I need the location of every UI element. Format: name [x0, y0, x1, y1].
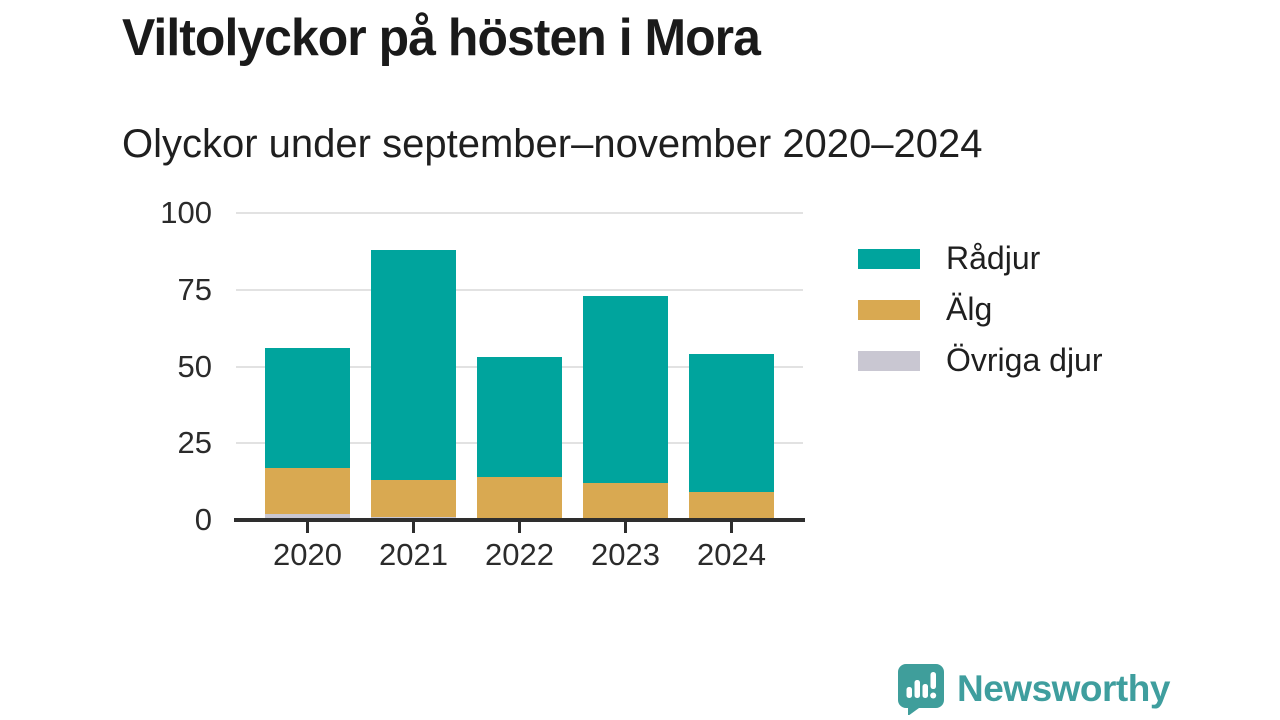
bar-segment-rådjur-2024 — [689, 354, 774, 493]
y-gridline — [236, 212, 803, 214]
x-axis-tick-label: 2022 — [485, 537, 554, 572]
y-gridline — [236, 288, 803, 291]
chart-title: Viltolyckor på hösten i Mora — [122, 9, 761, 67]
x-axis-tick — [518, 522, 521, 533]
y-axis-tick-label: 75 — [177, 271, 212, 307]
bar-segment-älg-2022 — [477, 477, 562, 520]
legend-item-alg: Älg — [858, 284, 1103, 335]
newsworthy-logo-icon — [898, 664, 944, 715]
bar-segment-övriga-djur-2020 — [265, 513, 350, 520]
bar-segment-älg-2021 — [371, 480, 456, 517]
legend-swatch-alg — [858, 299, 920, 320]
legend-label-alg: Älg — [946, 291, 993, 327]
bar-segment-älg-2024 — [689, 492, 774, 520]
x-axis-tick-label: 2023 — [591, 537, 660, 572]
chart-subtitle: Olyckor under september–november 2020–20… — [122, 122, 983, 166]
legend-swatch-radjur — [858, 248, 920, 269]
x-axis-tick — [730, 522, 733, 533]
bar-segment-rådjur-2021 — [371, 249, 456, 481]
x-axis-line — [234, 518, 805, 522]
bar-segment-älg-2020 — [265, 467, 350, 514]
legend-item-radjur: Rådjur — [858, 233, 1103, 284]
x-axis-tick — [624, 522, 627, 533]
y-axis-tick-label: 50 — [177, 348, 212, 384]
legend-item-ovriga-djur: Övriga djur — [858, 335, 1103, 386]
y-axis-tick-label: 25 — [177, 425, 212, 461]
x-axis-tick — [306, 522, 309, 533]
x-axis-tick-label: 2021 — [379, 537, 448, 572]
x-axis-tick-label: 2024 — [697, 537, 766, 572]
bar-segment-älg-2023 — [583, 483, 668, 520]
legend-label-ovriga-djur: Övriga djur — [946, 342, 1103, 378]
legend-swatch-ovriga-djur — [858, 350, 920, 371]
newsworthy-logo: Newsworthy — [897, 663, 1170, 715]
bar-segment-rådjur-2020 — [265, 348, 350, 468]
bar-segment-rådjur-2023 — [583, 295, 668, 484]
legend-label-radjur: Rådjur — [946, 240, 1041, 276]
x-axis-tick — [412, 522, 415, 533]
bar-segment-rådjur-2022 — [477, 357, 562, 477]
newsworthy-logo-text: Newsworthy — [957, 668, 1170, 709]
y-axis-tick-label: 0 — [194, 502, 212, 537]
x-axis-tick-label: 2020 — [273, 537, 342, 572]
chart-legend: Rådjur Älg Övriga djur — [858, 233, 1103, 386]
y-axis-tick-label: 100 — [160, 195, 212, 230]
